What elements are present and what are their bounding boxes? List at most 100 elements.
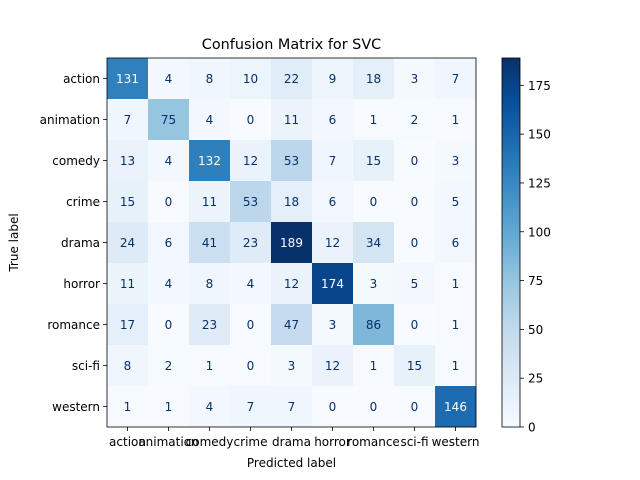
heatmap-cell: [148, 263, 190, 305]
cell-value-label: 15: [366, 154, 381, 168]
heatmap-cell: [107, 386, 149, 428]
cell-value-label: 6: [452, 236, 460, 250]
heatmap-cell: [312, 99, 354, 141]
x-axis-label: Predicted label: [247, 456, 336, 470]
cell-value-label: 4: [206, 400, 214, 414]
heatmap-cell: [148, 345, 190, 387]
heatmap-cell: [353, 140, 395, 182]
colorbar: [501, 57, 521, 428]
y-tick-label: horror: [63, 277, 100, 291]
heatmap-cell: [230, 222, 272, 264]
cell-value-label: 9: [329, 72, 337, 86]
y-tick-label: sci-fi: [72, 359, 100, 373]
cell-value-label: 12: [325, 359, 340, 373]
cell-value-label: 7: [124, 113, 132, 127]
heatmap-cell: [353, 99, 395, 141]
heatmap-cell: [394, 304, 436, 346]
cell-value-label: 75: [161, 113, 176, 127]
heatmap-cell: [230, 345, 272, 387]
cell-value-label: 18: [284, 195, 299, 209]
x-tick-label: drama: [272, 435, 311, 449]
heatmap-cell: [271, 345, 313, 387]
heatmap-cell: [271, 181, 313, 223]
y-axis-ticks: action animation comedy crime drama horror rom…: [40, 72, 107, 414]
x-tick-label: animation: [138, 435, 198, 449]
cell-value-label: 1: [124, 400, 132, 414]
heatmap-cell: [353, 386, 395, 428]
heatmap-cell: [394, 181, 436, 223]
heatmap-cell: [107, 304, 149, 346]
cell-value-label: 1: [452, 359, 460, 373]
heatmap-cell: [148, 386, 190, 428]
x-tick-label: horror: [314, 435, 351, 449]
heatmap-cell: [148, 140, 190, 182]
x-tick-label: sci-fi: [400, 435, 428, 449]
cell-value-label: 41: [202, 236, 217, 250]
cell-value-label: 5: [411, 277, 419, 291]
heatmap-cell-labels: 131 4 8 10 22 9 18 3 77 75 4 0 11 6 1 2 113 4 132 12 53 7 15 0 3…: [116, 72, 467, 414]
heatmap-cell: [312, 345, 354, 387]
cell-value-label: 7: [247, 400, 255, 414]
heatmap-cell: [148, 222, 190, 264]
cell-value-label: 0: [247, 318, 255, 332]
colorbar-tick-label: 50: [528, 323, 543, 337]
cell-value-label: 0: [165, 318, 173, 332]
heatmap-cell: [435, 386, 477, 428]
cell-value-label: 3: [370, 277, 378, 291]
cell-value-label: 3: [452, 154, 460, 168]
cell-value-label: 1: [452, 318, 460, 332]
heatmap-cell: [271, 263, 313, 305]
heatmap-cell: [189, 386, 231, 428]
cell-value-label: 47: [284, 318, 299, 332]
heatmap-cell: [312, 58, 354, 100]
cell-value-label: 1: [370, 359, 378, 373]
y-tick-label: drama: [61, 236, 100, 250]
cell-value-label: 1: [452, 113, 460, 127]
heatmap-cell: [189, 58, 231, 100]
heatmap-cell: [394, 58, 436, 100]
x-tick-label: western: [432, 435, 480, 449]
y-tick-label: crime: [66, 195, 100, 209]
heatmap-cell: [435, 304, 477, 346]
cell-value-label: 3: [411, 72, 419, 86]
cell-value-label: 2: [411, 113, 419, 127]
heatmap-cell: [148, 181, 190, 223]
cell-value-label: 23: [202, 318, 217, 332]
colorbar-tick-label: 150: [528, 128, 551, 142]
cell-value-label: 4: [165, 277, 173, 291]
heatmap-cell: [271, 99, 313, 141]
cell-value-label: 0: [411, 195, 419, 209]
cell-value-label: 11: [202, 195, 217, 209]
colorbar-tick-label: 125: [528, 176, 551, 190]
heatmap-cell: [435, 181, 477, 223]
heatmap-cell: [230, 386, 272, 428]
heatmap-cell: [312, 222, 354, 264]
cell-value-label: 0: [411, 154, 419, 168]
heatmap-cell: [435, 345, 477, 387]
heatmap-cell: [107, 58, 149, 100]
x-tick-label: crime: [234, 435, 268, 449]
cell-value-label: 3: [329, 318, 337, 332]
y-tick-label: comedy: [52, 154, 100, 168]
heatmap-cell: [107, 263, 149, 305]
heatmap-cell: [394, 140, 436, 182]
heatmap-cell: [230, 140, 272, 182]
cell-value-label: 174: [321, 277, 344, 291]
y-tick-label: romance: [47, 318, 100, 332]
cell-value-label: 0: [329, 400, 337, 414]
cell-value-label: 11: [120, 277, 135, 291]
colorbar-tick-label: 0: [528, 421, 536, 435]
cell-value-label: 24: [120, 236, 135, 250]
cell-value-label: 0: [247, 359, 255, 373]
colorbar-tick-label: 75: [528, 274, 543, 288]
cell-value-label: 0: [411, 318, 419, 332]
cell-value-label: 7: [452, 72, 460, 86]
colorbar-tick-label: 175: [528, 79, 551, 93]
cell-value-label: 53: [243, 195, 258, 209]
cell-value-label: 0: [370, 195, 378, 209]
heatmap-cell: [394, 263, 436, 305]
cell-value-label: 18: [366, 72, 381, 86]
cell-value-label: 12: [243, 154, 258, 168]
cell-value-label: 5: [452, 195, 460, 209]
heatmap-cell: [107, 222, 149, 264]
